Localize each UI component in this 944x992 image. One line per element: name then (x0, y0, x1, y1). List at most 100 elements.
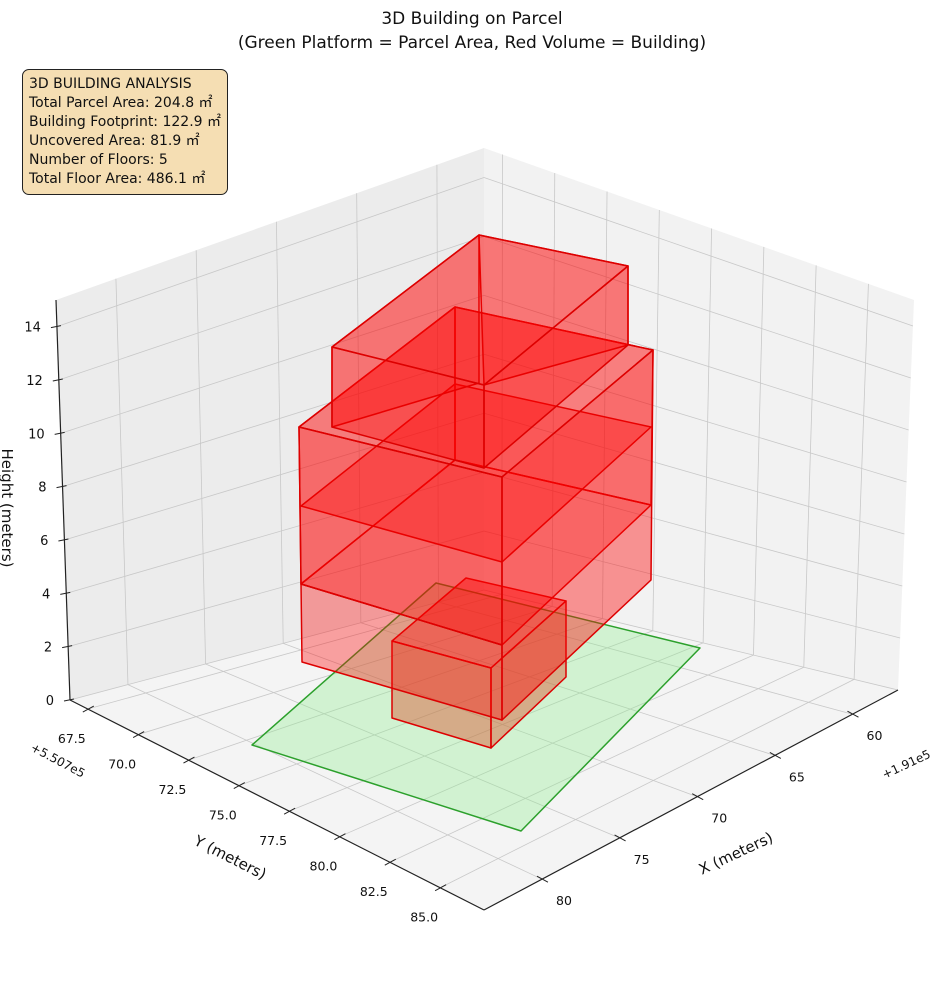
grid-line (436, 164, 439, 603)
grid-line (753, 246, 765, 656)
info-heading: 3D BUILDING ANALYSIS (29, 76, 192, 92)
grid-line (276, 221, 284, 644)
building-face (501, 349, 654, 721)
grid-line (238, 630, 653, 786)
grid-line (115, 278, 129, 685)
building-floor (300, 383, 652, 563)
grid-line (439, 679, 855, 889)
grid-line (127, 684, 543, 880)
y-tick-label: 82.5 (360, 884, 388, 899)
grid-line (438, 601, 853, 715)
z-tick (62, 645, 73, 649)
z-tick-label: 6 (40, 534, 48, 549)
grid-line (62, 353, 485, 488)
x-tick-label: 70 (711, 811, 727, 826)
grid-line (483, 294, 909, 431)
z-tick (52, 378, 63, 382)
chart-title: 3D Building on Parcel (381, 9, 563, 29)
info-box: 3D BUILDING ANALYSIS Total Parcel Area: … (22, 69, 228, 195)
grid-line (483, 177, 914, 327)
x-tick (769, 752, 782, 759)
z-tick-label: 12 (26, 374, 43, 389)
grid-line (64, 412, 485, 541)
info-line: Uncovered Area: 81.9 ㎡ (29, 133, 200, 149)
z-tick (50, 325, 62, 329)
grid-line (602, 191, 608, 619)
parcel-platform (251, 582, 701, 832)
info-line: Total Floor Area: 486.1 ㎡ (29, 171, 206, 187)
x-tick (536, 875, 549, 883)
y-tick (283, 807, 296, 815)
left-pane (56, 148, 484, 700)
y-tick (233, 782, 246, 790)
z-tick-label: 14 (24, 321, 41, 336)
y-offset-label: +5.507e5 (28, 740, 87, 780)
z-axis-line (55, 299, 71, 701)
info-line: Number of Floors: 5 (29, 152, 168, 168)
z-tick (58, 538, 69, 542)
grid-line (483, 471, 903, 587)
floor-pane (70, 590, 898, 910)
x-tick-label: 60 (867, 728, 883, 743)
grid-line (652, 209, 660, 631)
y-tick (434, 884, 447, 892)
grid-line (483, 530, 901, 639)
z-tick-label: 4 (42, 587, 50, 602)
y-tick-label: 80.0 (310, 859, 338, 874)
y-tick-label: 67.5 (58, 731, 86, 746)
z-tick (63, 698, 75, 702)
grid-line (339, 654, 754, 838)
y-tick (132, 731, 145, 738)
x-tick (691, 793, 704, 801)
grid-line (60, 294, 485, 434)
y-tick-label: 85.0 (410, 910, 438, 925)
x-axis-label: X (meters) (696, 828, 776, 878)
x-axis-line (483, 689, 899, 911)
grid-line (195, 250, 206, 664)
z-tick (56, 485, 67, 489)
y-tick (82, 705, 95, 713)
grid-line (803, 265, 817, 668)
grid-line (551, 173, 556, 607)
y-tick (384, 858, 397, 866)
grid-line (68, 530, 485, 648)
z-tick-label: 8 (38, 481, 46, 496)
y-tick-label: 77.5 (259, 833, 287, 848)
grid-line (205, 663, 620, 839)
grid-line (58, 236, 485, 381)
grid-line (138, 606, 553, 735)
building-face (490, 600, 567, 749)
x-tick-label: 80 (556, 893, 572, 908)
grid-line (356, 193, 362, 623)
x-tick-label: 75 (634, 852, 650, 867)
grid-line (69, 589, 485, 701)
grid-line (483, 236, 911, 379)
chart-subtitle: (Green Platform = Parcel Area, Red Volum… (237, 33, 707, 53)
y-tick (183, 756, 195, 764)
y-axis-line (69, 699, 485, 911)
grid-line (483, 589, 899, 691)
z-tick-label: 0 (46, 694, 54, 709)
info-line: Building Footprint: 122.9 ㎡ (29, 114, 222, 130)
z-tick-label: 2 (44, 641, 52, 656)
grid-line (483, 353, 907, 483)
grid-line (87, 593, 502, 710)
grid-line (853, 283, 869, 680)
building-face (483, 265, 629, 469)
grid-line (288, 642, 704, 812)
x-tick-label: 65 (789, 769, 805, 784)
x-tick (614, 834, 626, 842)
grid-line (389, 666, 804, 863)
z-tick (54, 431, 65, 435)
z-tick (60, 591, 71, 595)
z-axis-label: Height (meters) (0, 449, 16, 568)
x-tick (847, 710, 859, 718)
info-line: Total Parcel Area: 204.8 ㎡ (29, 95, 213, 111)
y-tick-label: 75.0 (209, 808, 237, 823)
y-tick-label: 70.0 (108, 757, 136, 772)
y-tick (334, 833, 346, 841)
grid-line (702, 228, 712, 643)
y-axis-label: Y (meters) (190, 831, 269, 883)
grid-line (56, 177, 485, 328)
